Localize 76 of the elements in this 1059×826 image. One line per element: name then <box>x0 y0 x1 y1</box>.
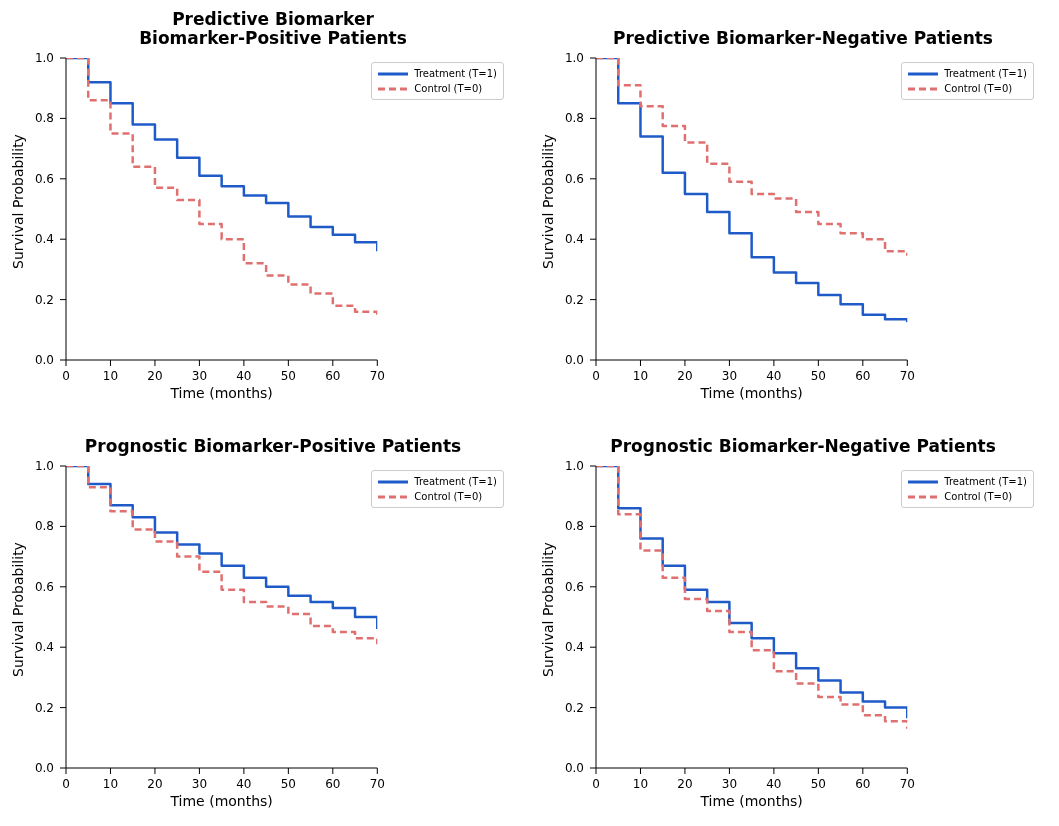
x-tick-label: 20 <box>677 777 693 791</box>
x-tick-label: 60 <box>325 369 341 383</box>
y-tick-label: 0.4 <box>564 640 584 655</box>
x-tick-label: 20 <box>147 369 163 383</box>
x-axis-title: Time (months) <box>699 793 803 809</box>
x-tick-label: 20 <box>147 777 163 791</box>
y-tick-label: 0.8 <box>564 111 584 126</box>
y-tick-label: 0.6 <box>564 579 584 594</box>
x-tick-label: 70 <box>899 369 915 383</box>
x-tick-label: 40 <box>236 777 252 791</box>
y-tick-label: 0.0 <box>564 353 584 367</box>
x-tick-label: 0 <box>62 369 70 383</box>
y-tick-label: 0.6 <box>34 579 54 594</box>
x-tick-label: 30 <box>721 369 738 383</box>
chart-title: Predictive Biomarker Biomarker-Positive Patients <box>138 9 408 48</box>
y-axis-title: Survival Probability <box>539 542 556 677</box>
x-tick-label: 60 <box>855 369 871 383</box>
x-tick-label: 0 <box>592 369 600 383</box>
y-tick-label: 0.2 <box>34 292 54 307</box>
y-tick-label: 0.0 <box>34 761 54 775</box>
y-tick-label: 0.8 <box>564 519 584 534</box>
legend-label: Control (T=0) <box>414 490 483 504</box>
y-axis-title: Survival Probability <box>539 134 556 269</box>
legend-label: Treatment (T=1) <box>414 475 497 489</box>
chart-title: Prognostic Biomarker-Negative Patients <box>609 436 997 456</box>
legend-label: Control (T=0) <box>944 82 1013 96</box>
legend-label: Control (T=0) <box>414 82 483 96</box>
y-tick-label: 0.4 <box>34 232 54 247</box>
x-tick-label: 70 <box>369 777 385 791</box>
y-tick-label: 0.0 <box>564 761 584 775</box>
y-tick-label: 0.0 <box>34 353 54 367</box>
legend-label: Control (T=0) <box>944 490 1013 504</box>
y-tick-label: 0.2 <box>564 292 584 307</box>
x-tick-label: 40 <box>766 369 782 383</box>
y-tick-label: 0.8 <box>34 111 54 126</box>
y-tick-label: 1.0 <box>34 459 54 473</box>
x-tick-label: 60 <box>325 777 341 791</box>
legend-label: Treatment (T=1) <box>414 67 497 81</box>
chart-title: Predictive Biomarker-Negative Patients <box>612 28 994 48</box>
x-axis-title: Time (months) <box>699 385 803 401</box>
x-tick-label: 20 <box>677 369 693 383</box>
y-tick-label: 0.2 <box>564 700 584 715</box>
legend-label: Treatment (T=1) <box>944 67 1027 81</box>
x-tick-label: 50 <box>810 777 826 791</box>
x-tick-label: 10 <box>632 369 649 383</box>
x-tick-label: 70 <box>369 369 385 383</box>
x-tick-label: 30 <box>191 777 208 791</box>
legend-label: Treatment (T=1) <box>944 475 1027 489</box>
x-tick-label: 10 <box>102 369 119 383</box>
x-axis-title: Time (months) <box>169 793 273 809</box>
x-tick-label: 50 <box>280 369 296 383</box>
y-tick-label: 0.6 <box>34 171 54 186</box>
x-tick-label: 60 <box>855 777 871 791</box>
y-axis-title: Survival Probability <box>9 542 26 677</box>
y-tick-label: 0.2 <box>34 700 54 715</box>
y-axis-title: Survival Probability <box>9 134 26 269</box>
y-tick-label: 0.6 <box>564 171 584 186</box>
y-tick-label: 1.0 <box>34 51 54 65</box>
x-tick-label: 50 <box>280 777 296 791</box>
y-tick-label: 1.0 <box>564 459 584 473</box>
x-tick-label: 0 <box>62 777 70 791</box>
x-tick-label: 30 <box>721 777 738 791</box>
x-tick-label: 10 <box>632 777 649 791</box>
y-tick-label: 1.0 <box>564 51 584 65</box>
chart-title: Prognostic Biomarker-Positive Patients <box>83 436 463 456</box>
x-tick-label: 40 <box>766 777 782 791</box>
x-axis-title: Time (months) <box>169 385 273 401</box>
x-tick-label: 50 <box>810 369 826 383</box>
y-tick-label: 0.4 <box>564 232 584 247</box>
y-tick-label: 0.8 <box>34 519 54 534</box>
x-tick-label: 10 <box>102 777 119 791</box>
x-tick-label: 70 <box>899 777 915 791</box>
y-tick-label: 0.4 <box>34 640 54 655</box>
x-tick-label: 0 <box>592 777 600 791</box>
x-tick-label: 30 <box>191 369 208 383</box>
x-tick-label: 40 <box>236 369 252 383</box>
